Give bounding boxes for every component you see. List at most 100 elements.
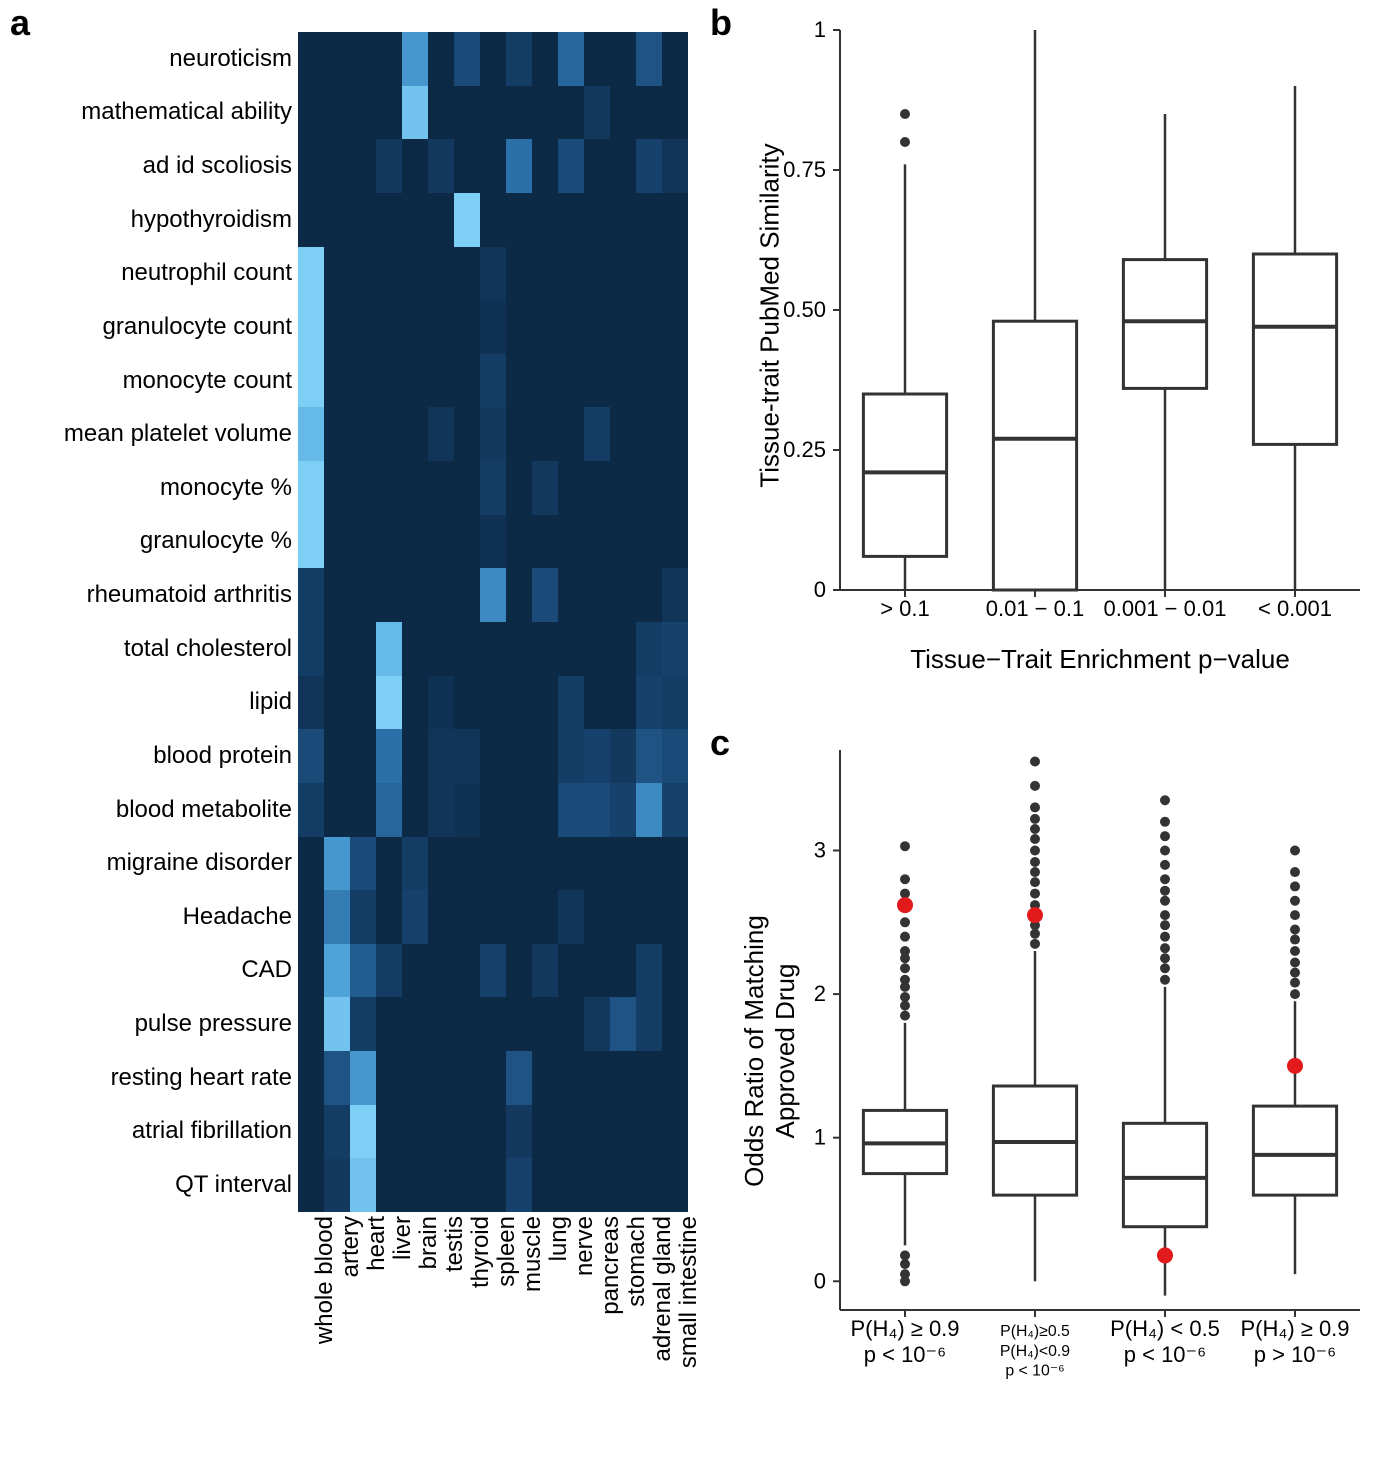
heatmap-cell <box>558 568 584 622</box>
heatmap-cell <box>324 193 350 247</box>
heatmap-cell <box>662 783 688 837</box>
heatmap-cell <box>558 729 584 783</box>
heatmap-cell <box>662 890 688 944</box>
heatmap-cell <box>402 997 428 1051</box>
heatmap-cell <box>532 86 558 140</box>
heatmap-cell <box>662 1051 688 1105</box>
heatmap-cell <box>324 300 350 354</box>
heatmap-cell <box>558 86 584 140</box>
heatmap-cell <box>480 676 506 730</box>
heatmap-cell <box>376 515 402 569</box>
heatmap-cell <box>324 461 350 515</box>
heatmap-cell <box>506 515 532 569</box>
heatmap-cell <box>324 568 350 622</box>
heatmap-cell <box>532 1158 558 1212</box>
heatmap-cell <box>402 568 428 622</box>
heatmap-cell <box>584 1158 610 1212</box>
heatmap-cell <box>506 1051 532 1105</box>
svg-text:> 0.1: > 0.1 <box>880 596 930 621</box>
heatmap-cell <box>428 729 454 783</box>
heatmap-cell <box>506 568 532 622</box>
heatmap-cell <box>376 354 402 408</box>
heatmap-cell <box>506 783 532 837</box>
heatmap-cell <box>506 1105 532 1159</box>
heatmap-col-label: liver <box>376 1216 402 1446</box>
heatmap-cell <box>324 676 350 730</box>
heatmap-cell <box>506 193 532 247</box>
heatmap-cell <box>532 461 558 515</box>
heatmap-cell <box>454 837 480 891</box>
heatmap-cell <box>376 32 402 86</box>
heatmap-cell <box>662 729 688 783</box>
heatmap-cell <box>610 944 636 998</box>
heatmap-cell <box>506 944 532 998</box>
heatmap-cell <box>350 407 376 461</box>
heatmap-row-label: hypothyroidism <box>10 206 292 234</box>
heatmap-cell <box>298 997 324 1051</box>
heatmap-cell <box>298 944 324 998</box>
heatmap-cell <box>610 837 636 891</box>
heatmap-col-label: brain <box>402 1216 428 1446</box>
svg-text:1: 1 <box>814 17 826 42</box>
heatmap-row-labels: neuroticismmathematical abilityad id sco… <box>10 32 292 1212</box>
heatmap-cell <box>428 300 454 354</box>
heatmap-cell <box>402 193 428 247</box>
heatmap-cell <box>532 783 558 837</box>
panel-b: b Tissue-trait PubMed Similarity Tissue−… <box>710 10 1390 730</box>
svg-text:P(H₄) ≥ 0.9: P(H₄) ≥ 0.9 <box>850 1316 959 1341</box>
heatmap-cell <box>428 32 454 86</box>
heatmap-cell <box>506 729 532 783</box>
heatmap-cell <box>454 997 480 1051</box>
heatmap-cell <box>636 407 662 461</box>
svg-text:P(H₄) < 0.5: P(H₄) < 0.5 <box>1110 1316 1220 1341</box>
heatmap-cell <box>662 944 688 998</box>
heatmap-cell <box>480 32 506 86</box>
heatmap-cell <box>532 568 558 622</box>
heatmap-cell <box>480 944 506 998</box>
heatmap-cell <box>402 1105 428 1159</box>
heatmap-cell <box>532 997 558 1051</box>
heatmap-cell <box>454 568 480 622</box>
heatmap-cell <box>402 247 428 301</box>
heatmap-cell <box>454 729 480 783</box>
heatmap-cell <box>610 300 636 354</box>
heatmap-cell <box>454 1158 480 1212</box>
heatmap-cell <box>610 86 636 140</box>
heatmap-col-label: pancreas <box>584 1216 610 1446</box>
heatmap-cell <box>298 729 324 783</box>
heatmap-cell <box>428 783 454 837</box>
heatmap-cell <box>402 461 428 515</box>
heatmap-cell <box>376 568 402 622</box>
heatmap-cell <box>454 86 480 140</box>
heatmap-row-label: monocyte % <box>10 474 292 502</box>
heatmap-row-label: rheumatoid arthritis <box>10 581 292 609</box>
heatmap-cell <box>532 32 558 86</box>
heatmap-cell <box>506 1158 532 1212</box>
heatmap-cell <box>532 622 558 676</box>
svg-text:0.75: 0.75 <box>783 157 826 182</box>
heatmap-cell <box>350 515 376 569</box>
heatmap-cell <box>636 622 662 676</box>
heatmap-cell <box>636 354 662 408</box>
heatmap-cell <box>350 247 376 301</box>
heatmap-cell <box>480 407 506 461</box>
heatmap-cell <box>324 1158 350 1212</box>
heatmap-cell <box>532 407 558 461</box>
heatmap-cell <box>636 300 662 354</box>
heatmap-cell <box>350 193 376 247</box>
heatmap-cell <box>350 139 376 193</box>
heatmap-cell <box>454 1051 480 1105</box>
heatmap-cell <box>610 247 636 301</box>
heatmap-cell <box>584 676 610 730</box>
heatmap-cell <box>324 729 350 783</box>
svg-text:0.25: 0.25 <box>783 437 826 462</box>
svg-text:0.001 − 0.01: 0.001 − 0.01 <box>1104 596 1227 621</box>
svg-text:P(H₄) ≥ 0.9: P(H₄) ≥ 0.9 <box>1240 1316 1349 1341</box>
heatmap-cell <box>402 32 428 86</box>
heatmap-cell <box>298 1051 324 1105</box>
heatmap-cell <box>402 890 428 944</box>
heatmap-cell <box>558 944 584 998</box>
heatmap-cell <box>662 193 688 247</box>
svg-text:P(H₄)≥0.5: P(H₄)≥0.5 <box>1000 1323 1070 1340</box>
heatmap-col-label: whole blood <box>298 1216 324 1446</box>
